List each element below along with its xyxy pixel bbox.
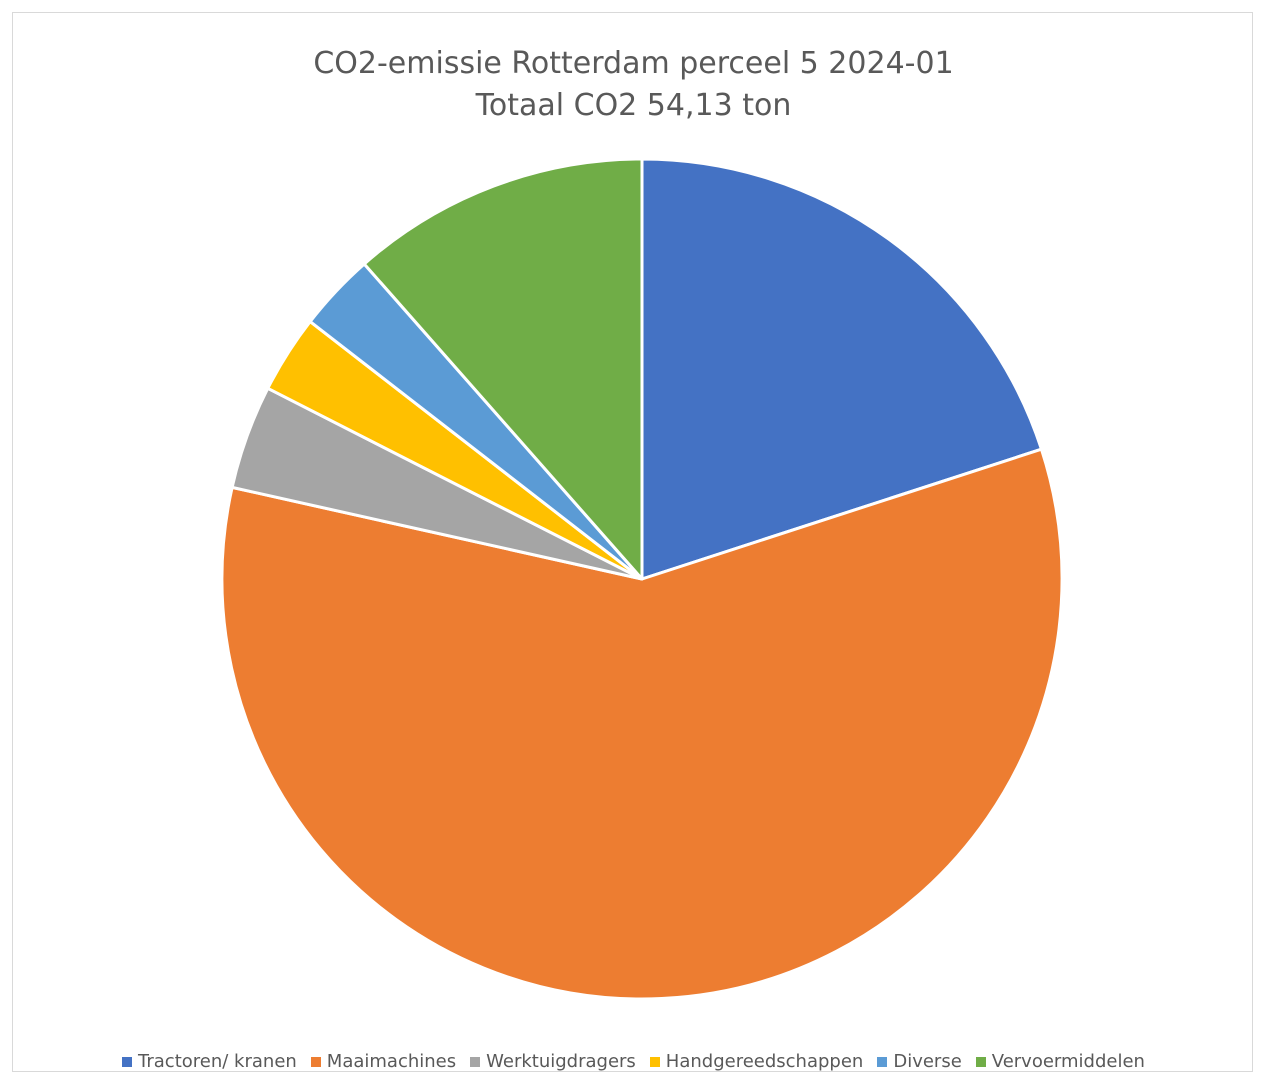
legend-swatch: [310, 1056, 321, 1067]
chart-legend: Tractoren/ kranen Maaimachines Werktuigdra…: [13, 1051, 1254, 1072]
legend-item: Tractoren/ kranen: [122, 1051, 297, 1072]
legend-label: Handgereedschappen: [665, 1051, 864, 1072]
legend-label: Tractoren/ kranen: [138, 1051, 297, 1072]
chart-title-block: CO2-emissie Rotterdam perceel 5 2024-01 …: [13, 43, 1254, 127]
legend-swatch: [975, 1056, 986, 1067]
legend-swatch: [122, 1056, 133, 1067]
legend-label: Vervoermiddelen: [991, 1051, 1145, 1072]
pie-plot: [220, 157, 1064, 1001]
pie-slice-tractoren-kranen: [640, 157, 1043, 581]
legend-swatch: [649, 1056, 660, 1067]
legend-item: Vervoermiddelen: [975, 1051, 1145, 1072]
pie-slice-vervoermiddelen: [362, 157, 644, 581]
legend-label: Werktuigdragers: [486, 1051, 636, 1072]
chart-title: CO2-emissie Rotterdam perceel 5 2024-01: [313, 46, 954, 81]
legend-item: Diverse: [877, 1051, 962, 1072]
chart-subtitle: Totaal CO2 54,13 ton: [475, 88, 792, 123]
legend-swatch: [877, 1056, 888, 1067]
legend-label: Diverse: [893, 1051, 962, 1072]
chart-area: CO2-emissie Rotterdam perceel 5 2024-01 …: [12, 12, 1253, 1072]
legend-item: Werktuigdragers: [470, 1051, 636, 1072]
legend-item: Handgereedschappen: [649, 1051, 864, 1072]
legend-swatch: [470, 1056, 481, 1067]
pie-slice-maaimachines: [220, 447, 1064, 1001]
legend-item: Maaimachines: [310, 1051, 457, 1072]
legend-label: Maaimachines: [326, 1051, 457, 1072]
